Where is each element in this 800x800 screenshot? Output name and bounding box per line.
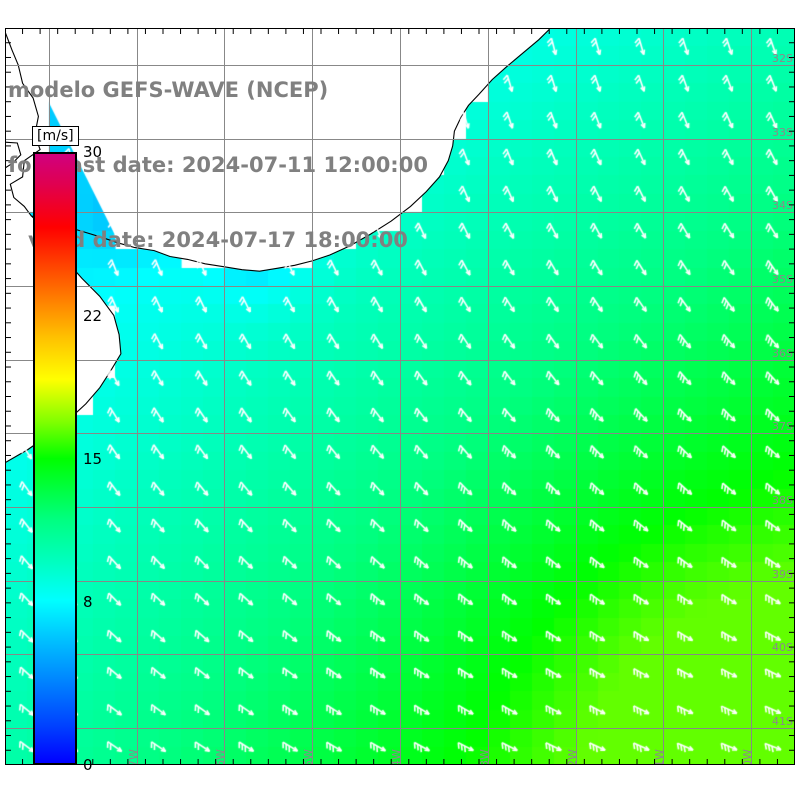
colorbar-unit-label: [m/s] bbox=[32, 126, 79, 146]
lon-tick-label: 50W bbox=[741, 749, 755, 765]
colorbar-tick-22: 22 bbox=[83, 306, 103, 325]
colorbar-tick-0: 0 bbox=[83, 756, 93, 774]
colorbar-tick-30: 30 bbox=[83, 143, 103, 161]
title-model-line: modelo GEFS-WAVE (NCEP) bbox=[8, 78, 329, 102]
colorbar-tick-15: 15 bbox=[83, 449, 103, 468]
lon-tick-label: 54W bbox=[390, 749, 403, 765]
map-plot-area[interactable]: 32S33S34S35S36S37S38S39S40S41S58W57W56W5… bbox=[5, 28, 795, 765]
colorbar: [m/s] 30 22 15 8 0 bbox=[32, 126, 102, 774]
lon-tick-label: 52W bbox=[565, 749, 579, 765]
lat-tick-label: 40S bbox=[772, 641, 793, 655]
lat-tick-label: 35S bbox=[772, 272, 793, 286]
wind-direction-barbs bbox=[5, 28, 795, 765]
lat-tick-label: 32S bbox=[772, 51, 793, 65]
lat-tick-label: 37S bbox=[772, 420, 793, 434]
lon-tick-label: 55W bbox=[302, 749, 316, 765]
lat-tick-label: 38S bbox=[772, 494, 793, 508]
colorbar-tick-8: 8 bbox=[83, 592, 93, 611]
lat-tick-label: 34S bbox=[772, 199, 793, 213]
lon-tick-label: 53W bbox=[477, 749, 491, 765]
lat-tick-label: 33S bbox=[772, 125, 793, 139]
lon-tick-label: 57W bbox=[126, 749, 140, 765]
lat-tick-label: 39S bbox=[772, 567, 793, 581]
lat-tick-label: 41S bbox=[772, 715, 793, 729]
lon-tick-label: 56W bbox=[214, 749, 228, 765]
lat-tick-label: 36S bbox=[772, 346, 793, 360]
colorbar-gradient bbox=[33, 152, 77, 765]
lon-tick-label: 51W bbox=[653, 749, 667, 765]
